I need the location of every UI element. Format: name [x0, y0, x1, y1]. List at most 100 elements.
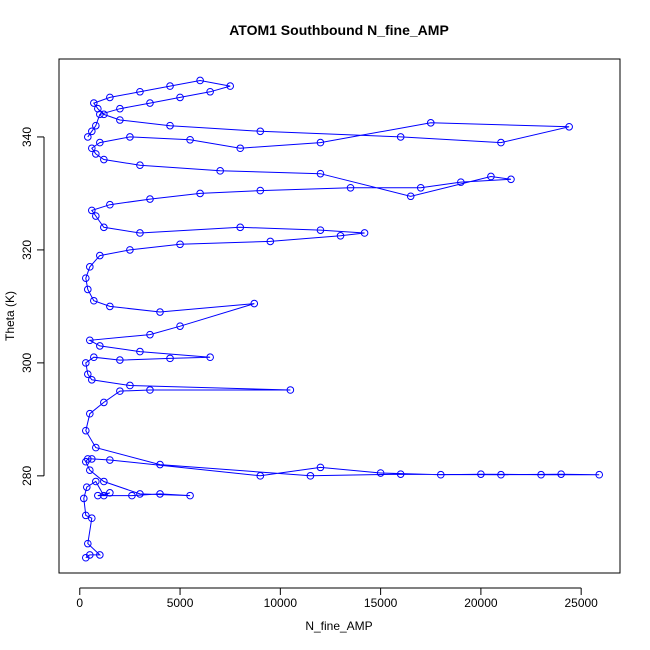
data-point: [92, 477, 100, 486]
data-point: [96, 251, 104, 260]
data-point: [360, 229, 369, 237]
data-point: [100, 477, 108, 486]
data-point: [86, 263, 94, 271]
data-point: [88, 376, 96, 384]
data-point: [92, 443, 100, 452]
data-point: [146, 386, 154, 394]
data-point: [116, 387, 124, 395]
data-point: [266, 237, 275, 246]
x-tick-label: 0: [76, 596, 83, 610]
x-tick-label: 20000: [464, 596, 498, 610]
data-point: [126, 133, 134, 141]
data-point: [116, 116, 124, 124]
data-point: [86, 336, 94, 345]
data-point: [94, 491, 102, 500]
data-point: [186, 491, 194, 500]
data-point: [106, 302, 114, 311]
data-point: [216, 167, 224, 175]
data-point: [92, 212, 100, 220]
data-point: [250, 299, 259, 308]
data-point: [286, 386, 295, 394]
data-point: [206, 87, 214, 96]
data-point: [565, 122, 573, 131]
data-point: [100, 491, 108, 500]
data-point: [206, 353, 214, 362]
chart-title: ATOM1 Southbound N_fine_AMP: [229, 22, 449, 38]
data-point: [156, 308, 164, 316]
data-point: [84, 370, 92, 378]
data-point: [126, 246, 134, 254]
data-point: [256, 186, 265, 195]
data-point: [226, 82, 234, 90]
data-point: [116, 104, 124, 113]
data-point: [106, 456, 114, 464]
plot-frame: [58, 58, 621, 574]
data-point: [497, 470, 505, 479]
data-point: [96, 110, 104, 119]
data-point: [497, 138, 505, 147]
data-point: [136, 161, 144, 169]
data-point: [487, 172, 495, 181]
data-point: [507, 175, 515, 184]
data-point: [336, 231, 345, 240]
data-point: [306, 472, 315, 480]
data-line: [83, 79, 600, 559]
data-point: [81, 359, 90, 367]
data-point: [82, 483, 91, 491]
data-point: [81, 511, 90, 520]
data-point: [126, 381, 134, 390]
data-point: [477, 470, 485, 478]
data-point: [146, 330, 154, 339]
data-point: [176, 322, 184, 330]
data-point: [557, 470, 565, 478]
data-point: [84, 285, 92, 294]
data-point: [100, 223, 108, 232]
data-point: [81, 274, 90, 282]
data-point: [196, 76, 204, 85]
data-point: [100, 110, 108, 119]
data-point: [90, 353, 98, 362]
data-point: [88, 206, 96, 215]
x-tick-label: 15000: [364, 596, 398, 610]
data-point: [436, 470, 445, 479]
data-point: [236, 223, 245, 232]
data-point: [406, 192, 415, 201]
x-tick-label: 5000: [167, 596, 194, 610]
data-point: [396, 470, 405, 478]
data-point: [316, 169, 325, 178]
data-point: [316, 226, 325, 234]
data-point: [346, 183, 355, 192]
y-tick-label: 320: [20, 240, 34, 260]
data-point: [106, 200, 114, 209]
data-point: [316, 138, 325, 147]
data-point: [457, 178, 465, 186]
data-point: [96, 551, 104, 559]
data-point: [90, 99, 98, 107]
y-axis-label: Theta (K): [3, 291, 17, 341]
data-point: [86, 466, 94, 475]
data-point: [96, 342, 104, 350]
data-point: [86, 409, 94, 418]
data-point: [84, 539, 92, 548]
data-point: [156, 490, 164, 498]
data-point: [396, 133, 405, 141]
data-point: [106, 93, 114, 102]
data-point: [86, 551, 94, 559]
x-tick-label: 25000: [564, 596, 598, 610]
data-point: [595, 470, 604, 479]
data-point: [156, 460, 164, 469]
data-point: [106, 488, 114, 497]
data-point: [176, 240, 184, 249]
data-point: [136, 87, 144, 96]
data-point: [100, 398, 108, 407]
data-point: [376, 469, 385, 477]
data-point: [96, 138, 104, 147]
data-point: [84, 133, 92, 141]
data-point: [88, 455, 96, 463]
data-point: [128, 491, 136, 500]
data-point: [166, 354, 174, 363]
data-point: [236, 144, 245, 153]
data-point: [256, 472, 265, 480]
data-point: [92, 121, 100, 130]
